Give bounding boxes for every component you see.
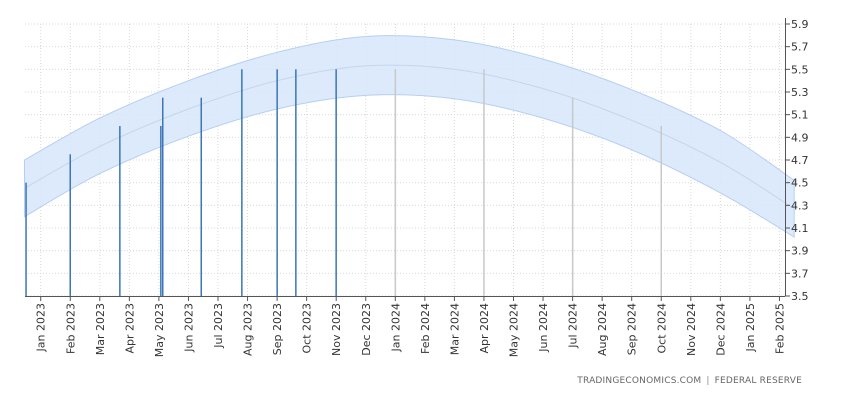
x-tick-label-4: May 2023: [153, 303, 166, 357]
source-provider: FEDERAL RESERVE: [714, 376, 802, 386]
y-tick-label-7: 4.9: [791, 131, 809, 144]
x-tick-label-5: Jun 2023: [182, 303, 195, 353]
source-attribution: TRADINGECONOMICS.COM | FEDERAL RESERVE: [577, 376, 802, 386]
y-tick-label-4: 4.3: [791, 199, 809, 212]
y-tick-label-1: 3.7: [791, 267, 809, 280]
y-tick-label-2: 3.9: [791, 245, 809, 258]
x-tick-label-23: Dec 2024: [714, 303, 727, 356]
y-axis-tick-labels: 3.5 3.7 3.9 4.1 4.3 4.5 4.7 4.9 5.1 5.3 5.5 5.7 5.9: [791, 18, 809, 303]
actual-bars: [25, 69, 337, 296]
actual-bar-6: [241, 69, 243, 296]
x-tick-label-20: Sep 2024: [626, 303, 639, 355]
x-tick-label-25: Feb 2025: [774, 303, 787, 354]
y-tick-label-11: 5.7: [791, 41, 809, 54]
x-tick-label-7: Aug 2023: [242, 303, 255, 356]
x-tick-label-22: Nov 2024: [685, 303, 698, 356]
actual-bar-7: [276, 69, 278, 296]
x-tick-label-11: Dec 2023: [360, 303, 373, 356]
forecast-bars: [394, 69, 662, 296]
x-tick-label-8: Sep 2023: [271, 303, 284, 355]
forecast-band: [24, 35, 795, 238]
actual-bar-5: [200, 97, 202, 296]
actual-bar-2: [119, 126, 121, 296]
y-tick-label-5: 4.5: [791, 177, 809, 190]
y-tick-label-10: 5.5: [791, 63, 809, 76]
x-tick-label-14: Mar 2024: [448, 303, 461, 355]
x-tick-label-18: Jul 2024: [567, 303, 580, 349]
actual-bar-1: [69, 154, 71, 296]
y-tick-label-3: 4.1: [791, 222, 809, 235]
x-tick-label-10: Nov 2023: [330, 303, 343, 356]
y-tick-label-0: 3.5: [791, 290, 809, 303]
x-tick-label-3: Apr 2023: [123, 303, 136, 354]
x-tick-label-17: Jun 2024: [537, 303, 550, 353]
actual-bar-9: [335, 69, 337, 296]
actual-bar-8: [295, 69, 297, 296]
x-tick-label-0: Jan 2023: [35, 303, 48, 352]
forecast-bar-0: [394, 69, 397, 296]
forecast-bar-2: [571, 97, 574, 296]
x-tick-label-16: May 2024: [508, 303, 521, 357]
y-tick-label-6: 4.7: [791, 154, 809, 167]
forecast-bar-3: [660, 126, 662, 296]
x-tick-label-15: Apr 2024: [478, 303, 491, 354]
source-site: TRADINGECONOMICS.COM: [577, 376, 702, 386]
actual-bar-0: [25, 182, 27, 296]
x-tick-label-1: Feb 2023: [64, 303, 77, 354]
x-tick-label-2: Mar 2023: [94, 303, 107, 355]
forecast-bar-1: [483, 69, 485, 296]
x-tick-label-13: Feb 2024: [419, 303, 432, 354]
x-tick-label-9: Oct 2023: [301, 303, 314, 354]
x-tick-label-19: Aug 2024: [596, 303, 609, 356]
x-tick-label-6: Jul 2023: [212, 303, 225, 349]
x-tick-label-24: Jan 2025: [744, 303, 757, 352]
x-tick-label-21: Oct 2024: [655, 303, 668, 354]
source-separator: |: [706, 376, 710, 386]
y-tick-label-12: 5.9: [791, 18, 809, 31]
y-tick-label-9: 5.3: [791, 86, 809, 99]
forecast-center-line: [24, 64, 795, 210]
y-tick-label-8: 5.1: [791, 109, 809, 122]
x-axis-tick-labels: Jan 2023 Feb 2023 Mar 2023 Apr 2023 May 2023…: [35, 303, 787, 357]
actual-bar-4: [162, 97, 164, 296]
axes: [25, 18, 790, 301]
x-tick-label-12: Jan 2024: [389, 303, 402, 352]
actual-bar-3: [160, 126, 162, 296]
